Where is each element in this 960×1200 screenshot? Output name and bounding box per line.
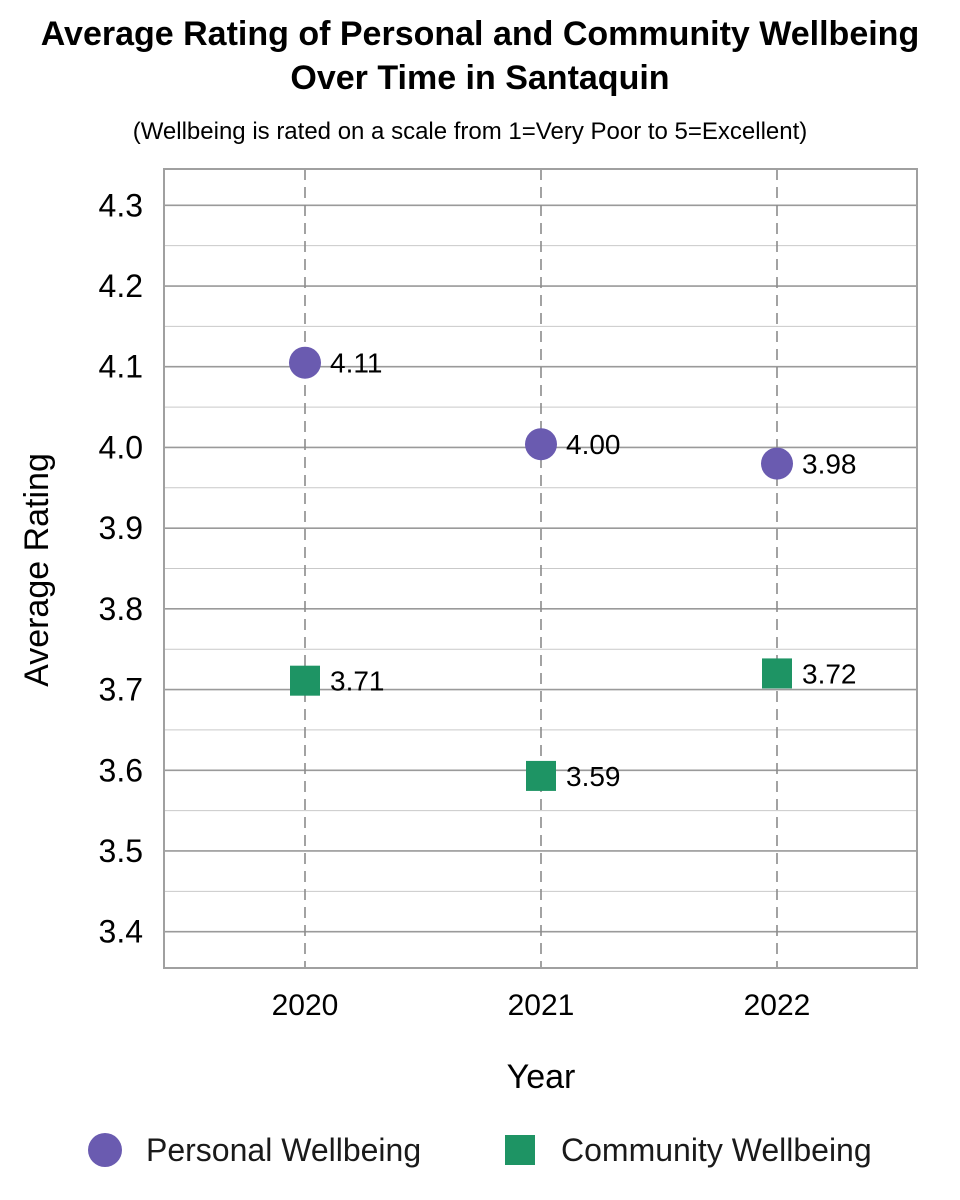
y-tick-label: 3.6 [99,752,143,788]
legend-item-community-wellbeing: Community Wellbeing [505,1126,872,1174]
y-tick-label: 4.1 [99,349,143,385]
y-tick-label: 3.4 [99,914,143,950]
community-wellbeing-point [762,658,792,689]
y-tick-label: 4.3 [99,187,143,223]
data-label: 4.11 [330,348,382,379]
y-tick-label: 3.5 [99,833,143,869]
chart-title: Average Rating of Personal and Community… [0,12,960,100]
y-tick-label: 4.2 [99,268,143,304]
data-label: 4.00 [566,429,621,460]
legend-label-community: Community Wellbeing [561,1131,872,1168]
x-tick-label: 2021 [508,989,575,1022]
personal-wellbeing-point [525,428,557,461]
x-axis-title: Year [507,1058,576,1096]
legend-item-personal-wellbeing: Personal Wellbeing [88,1126,421,1174]
legend-label-personal: Personal Wellbeing [146,1131,422,1168]
data-label: 3.59 [566,761,621,792]
x-tick-label: 2022 [744,989,811,1022]
y-axis-title: Average Rating [18,453,56,687]
legend-circle-marker [88,1133,122,1167]
y-tick-label: 4.0 [99,429,143,465]
chart-title-line-2: Over Time in Santaquin [290,59,670,97]
y-tick-label: 3.9 [99,510,143,546]
y-tick-label: 3.7 [99,672,143,708]
community-wellbeing-point [290,665,320,696]
data-label: 3.71 [330,666,385,697]
personal-wellbeing-point [761,447,793,480]
community-wellbeing-point [526,760,556,791]
data-label: 3.72 [802,658,857,689]
chart-title-line-1: Average Rating of Personal and Community… [40,15,920,53]
y-tick-label: 3.8 [99,591,143,627]
x-tick-label: 2020 [272,989,339,1022]
plot-area-border [163,168,918,969]
data-label: 3.98 [802,449,857,480]
chart-legend: Personal Wellbeing Community Wellbeing [0,1126,960,1174]
chart-plot: 3.4 3.5 3.6 3.7 3.8 3.9 4.0 4.1 4.2 4.3 2020 2021 20… [18,168,918,1096]
personal-wellbeing-point [289,346,321,379]
legend-square-marker [505,1135,535,1165]
chart-subtitle: (Wellbeing is rated on a scale from 1=Ve… [132,118,808,145]
